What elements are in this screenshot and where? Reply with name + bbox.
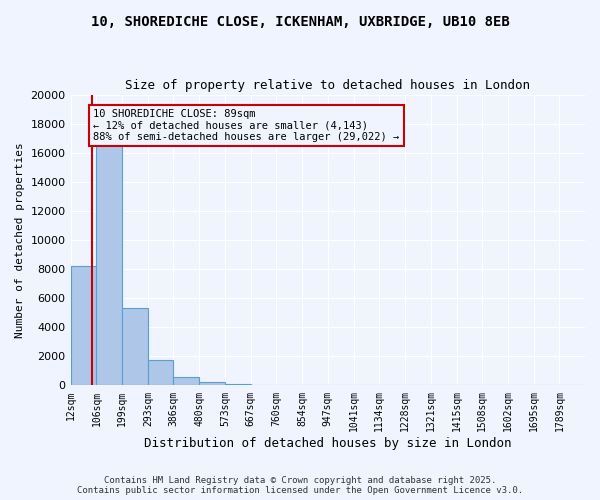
Bar [173, 376, 199, 386]
Bar [199, 382, 225, 386]
Bar [251, 384, 277, 386]
Text: 10, SHOREDICHE CLOSE, ICKENHAM, UXBRIDGE, UB10 8EB: 10, SHOREDICHE CLOSE, ICKENHAM, UXBRIDGE… [91, 15, 509, 29]
Bar [277, 385, 302, 386]
Bar [71, 266, 97, 386]
Text: 10 SHOREDICHE CLOSE: 89sqm
← 12% of detached houses are smaller (4,143)
88% of s: 10 SHOREDICHE CLOSE: 89sqm ← 12% of deta… [93, 109, 400, 142]
Bar [225, 384, 251, 386]
Bar [148, 360, 173, 386]
Y-axis label: Number of detached properties: Number of detached properties [15, 142, 25, 338]
Text: Contains HM Land Registry data © Crown copyright and database right 2025.
Contai: Contains HM Land Registry data © Crown c… [77, 476, 523, 495]
Title: Size of property relative to detached houses in London: Size of property relative to detached ho… [125, 79, 530, 92]
X-axis label: Distribution of detached houses by size in London: Distribution of detached houses by size … [144, 437, 512, 450]
Bar [122, 308, 148, 386]
Bar [97, 141, 122, 386]
